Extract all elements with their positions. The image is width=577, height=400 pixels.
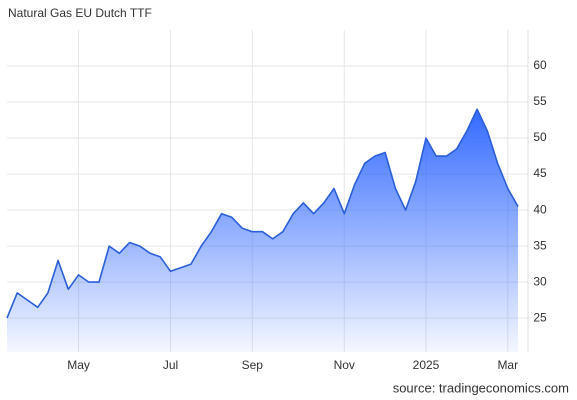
- source: source: tradingeconomics.com: [393, 380, 569, 395]
- x-tick-label: May: [67, 358, 90, 372]
- y-tick-label: 25: [533, 310, 547, 324]
- y-tick-label: 30: [533, 274, 547, 288]
- x-tick-label: Mar: [497, 358, 518, 372]
- area: [7, 109, 518, 352]
- x-tick-label: Sep: [242, 358, 264, 372]
- y-tick-label: 50: [533, 130, 547, 144]
- y-tick-label: 35: [533, 238, 547, 252]
- line: [6, 108, 519, 319]
- y-tick-label: 55: [533, 94, 547, 108]
- x-tick-label: Nov: [334, 358, 355, 372]
- x-tick-label: Jul: [163, 358, 178, 372]
- y-tick-label: 40: [533, 202, 547, 216]
- y-tick-label: 45: [533, 166, 547, 180]
- x-tick-label: 2025: [413, 358, 440, 372]
- chart-title: Natural Gas EU Dutch TTF: [8, 6, 152, 20]
- y-tick-label: 60: [533, 58, 547, 72]
